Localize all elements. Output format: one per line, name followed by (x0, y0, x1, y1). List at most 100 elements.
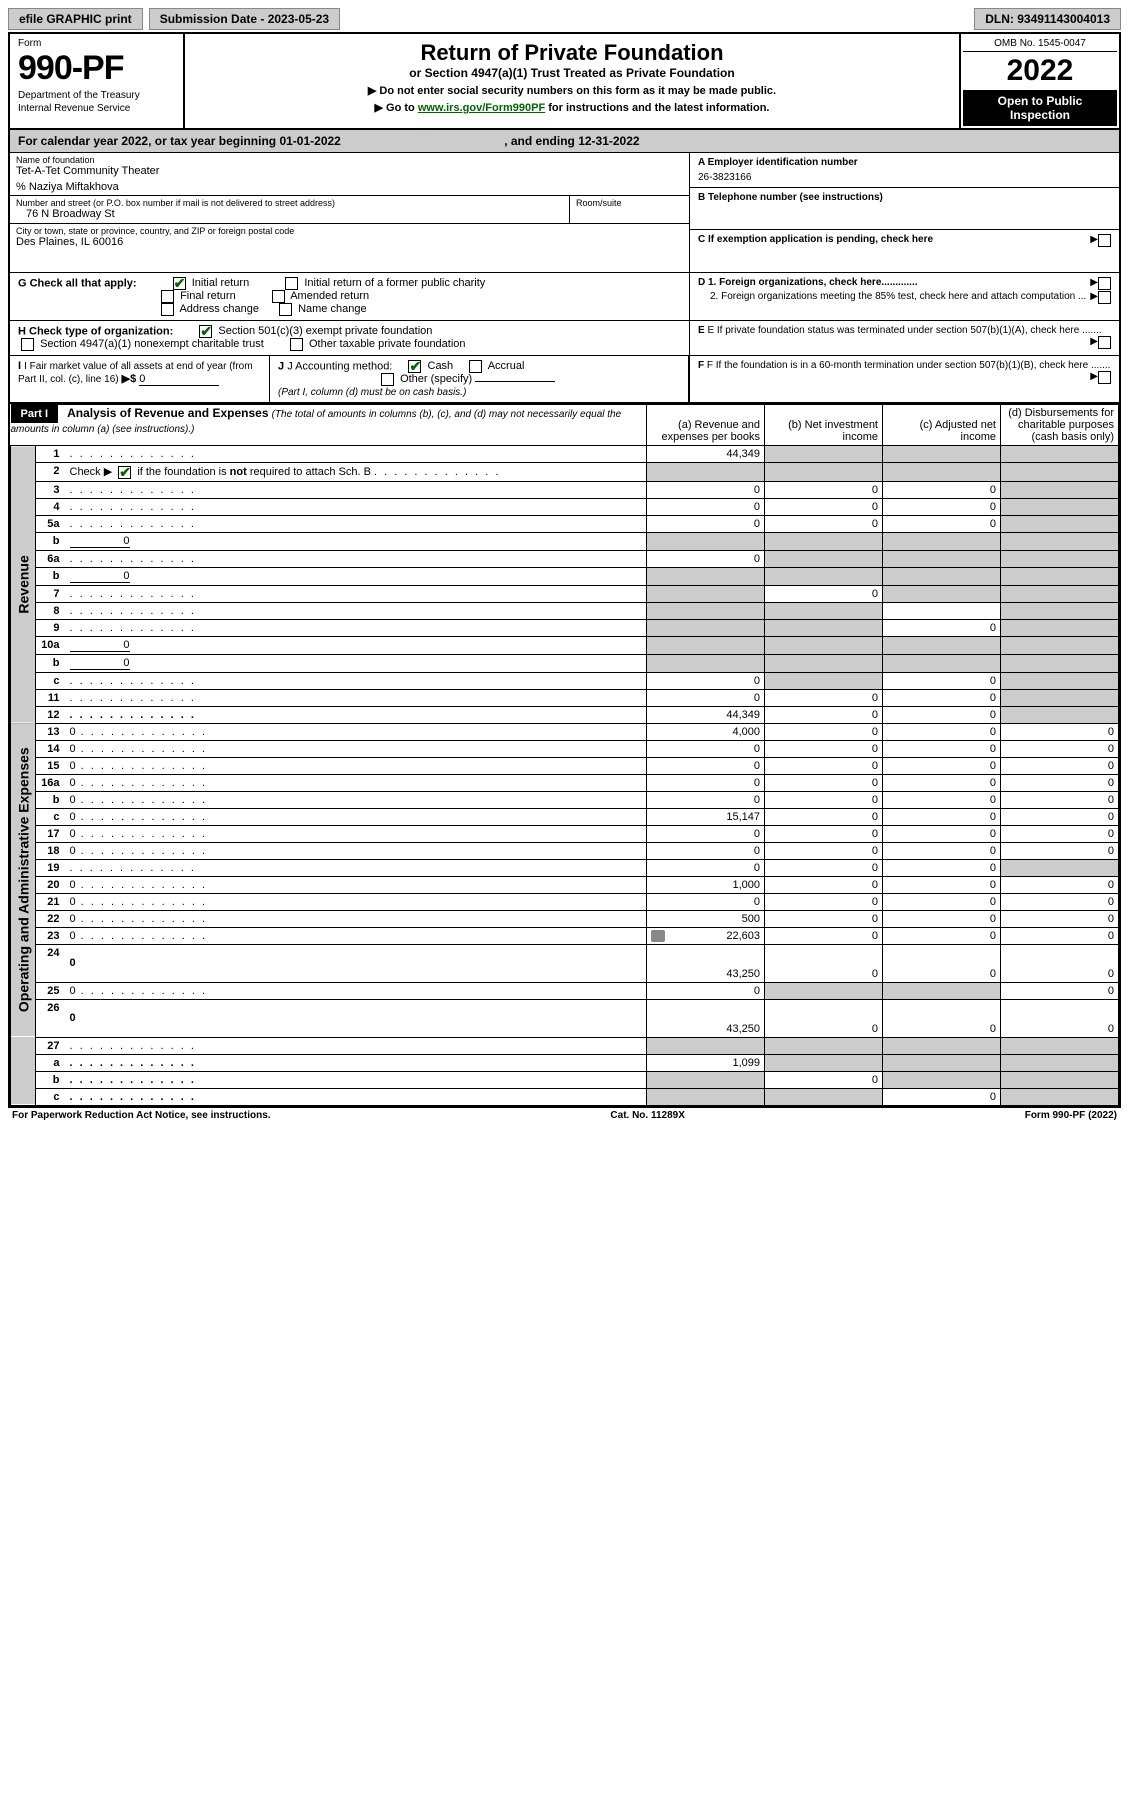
cell-b: 0 (765, 944, 883, 982)
efile-print-button[interactable]: efile GRAPHIC print (8, 8, 143, 30)
row-desc: 0 (66, 808, 647, 825)
care-of-value: % Naziya Miftakhova (16, 181, 683, 193)
table-row: c015,147000 (11, 808, 1119, 825)
row-desc (66, 446, 647, 463)
d2-checkbox[interactable] (1098, 291, 1111, 304)
f-checkbox[interactable] (1098, 371, 1111, 384)
cell-b (765, 446, 883, 463)
g-opt-5: Name change (298, 303, 367, 315)
cell-c: 0 (883, 808, 1001, 825)
initial-return-checkbox[interactable] (173, 277, 186, 290)
cell-a: 0 (647, 774, 765, 791)
final-return-checkbox[interactable] (161, 290, 174, 303)
cell-d: 0 (1001, 944, 1119, 982)
room-label: Room/suite (576, 198, 683, 208)
cell-b (765, 550, 883, 567)
h-label: H Check type of organization: (18, 325, 173, 337)
cell-c: 0 (883, 619, 1001, 636)
cell-c (883, 982, 1001, 999)
c-checkbox[interactable] (1098, 234, 1111, 247)
j-label: J Accounting method: (287, 360, 392, 372)
cell-c (883, 1071, 1001, 1088)
other-taxable-checkbox[interactable] (290, 338, 303, 351)
row-desc: 0 (66, 876, 647, 893)
cell-a: 0 (647, 825, 765, 842)
cell-b: 0 (765, 999, 883, 1037)
cell-d (1001, 636, 1119, 654)
row-desc (66, 515, 647, 532)
cell-d (1001, 619, 1119, 636)
4947a1-checkbox[interactable] (21, 338, 34, 351)
row-desc: 0 (66, 636, 647, 654)
cell-d (1001, 602, 1119, 619)
amended-return-checkbox[interactable] (272, 290, 285, 303)
attachment-icon[interactable] (651, 930, 665, 942)
cell-a (647, 619, 765, 636)
cell-a: 22,603 (647, 927, 765, 944)
h-opt-0: Section 501(c)(3) exempt private foundat… (218, 325, 432, 337)
table-row: 11000 (11, 689, 1119, 706)
table-row: 2001,000000 (11, 876, 1119, 893)
table-row: 220500000 (11, 910, 1119, 927)
cell-b (765, 602, 883, 619)
footer-right: Form 990-PF (2022) (1025, 1110, 1117, 1121)
cell-b: 0 (765, 927, 883, 944)
e-checkbox[interactable] (1098, 336, 1111, 349)
row-desc: 0 (66, 757, 647, 774)
cell-d: 0 (1001, 774, 1119, 791)
cell-c: 0 (883, 910, 1001, 927)
cell-d (1001, 532, 1119, 550)
col-c-header: (c) Adjusted net income (883, 405, 1001, 446)
cell-a: 43,250 (647, 944, 765, 982)
schb-checkbox[interactable] (118, 466, 131, 479)
row-desc (66, 481, 647, 498)
i-value: 0 (139, 373, 219, 386)
cell-c: 0 (883, 689, 1001, 706)
cell-c: 0 (883, 498, 1001, 515)
city-value: Des Plaines, IL 60016 (16, 236, 683, 248)
name-value: Tet-A-Tet Community Theater (16, 165, 683, 177)
c-label: C If exemption application is pending, c… (698, 234, 933, 245)
address-change-checkbox[interactable] (161, 303, 174, 316)
row-number: 8 (36, 602, 66, 619)
row-desc (66, 619, 647, 636)
row-desc (66, 498, 647, 515)
row-desc (66, 859, 647, 876)
cell-d (1001, 1071, 1119, 1088)
501c3-checkbox[interactable] (199, 325, 212, 338)
side-label-empty (11, 1037, 36, 1105)
table-row: 24043,250000 (11, 944, 1119, 982)
accrual-checkbox[interactable] (469, 360, 482, 373)
other-method-checkbox[interactable] (381, 373, 394, 386)
cell-d: 0 (1001, 791, 1119, 808)
cell-d: 0 (1001, 927, 1119, 944)
g-opt-4: Address change (179, 303, 259, 315)
row-desc: 0 (66, 723, 647, 740)
table-row: 1244,34900 (11, 706, 1119, 723)
row-desc (66, 672, 647, 689)
irs-link[interactable]: www.irs.gov/Form990PF (418, 102, 545, 114)
cash-checkbox[interactable] (408, 360, 421, 373)
cell-a: 0 (647, 740, 765, 757)
cell-b (765, 1054, 883, 1071)
cell-a: 44,349 (647, 706, 765, 723)
row-desc: 0 (66, 825, 647, 842)
tax-year: 2022 (963, 52, 1117, 90)
table-row: Operating and Administrative Expenses130… (11, 723, 1119, 740)
cell-a: 500 (647, 910, 765, 927)
ein-label: A Employer identification number (698, 157, 1111, 168)
row-desc: 0 (66, 910, 647, 927)
row-number: 12 (36, 706, 66, 723)
name-change-checkbox[interactable] (279, 303, 292, 316)
cell-c (883, 602, 1001, 619)
d1-checkbox[interactable] (1098, 277, 1111, 290)
cell-c: 0 (883, 515, 1001, 532)
initial-former-checkbox[interactable] (285, 277, 298, 290)
cell-c: 0 (883, 481, 1001, 498)
j-note: (Part I, column (d) must be on cash basi… (278, 387, 466, 398)
openpub-line2: Inspection (1010, 108, 1070, 122)
row-desc: 0 (66, 654, 647, 672)
cell-a (647, 463, 765, 482)
j-cash: Cash (428, 360, 454, 372)
row-number: c (36, 808, 66, 825)
